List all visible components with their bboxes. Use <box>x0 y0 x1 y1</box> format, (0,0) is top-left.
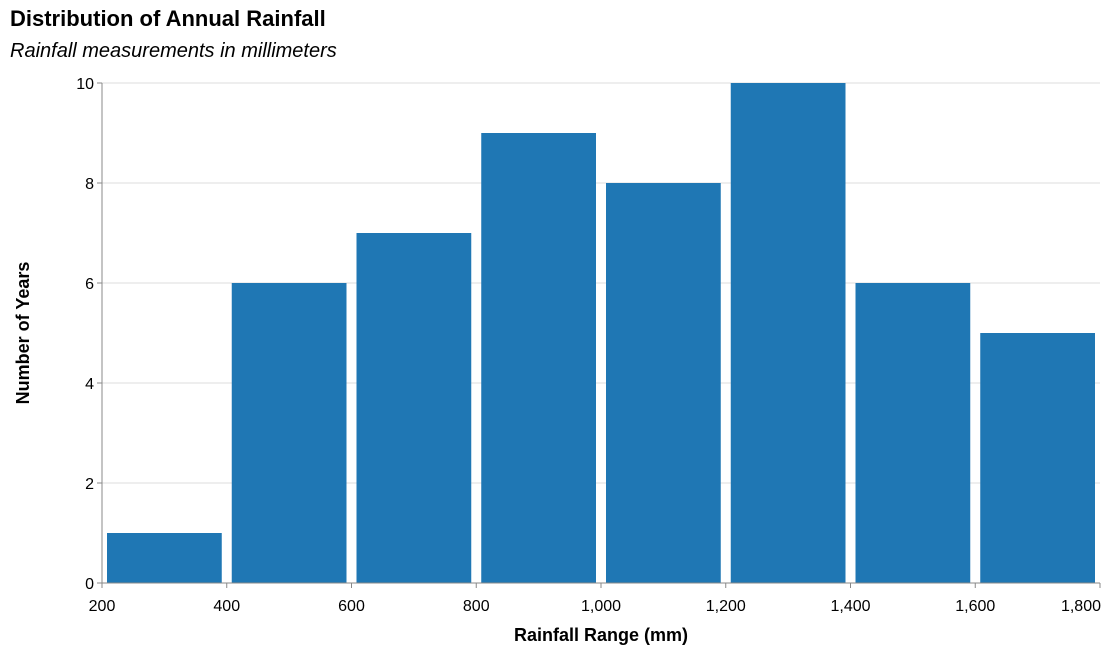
bar <box>855 283 971 583</box>
x-tick-label: 1,400 <box>830 598 870 615</box>
x-tick-label: 400 <box>213 598 240 615</box>
x-tick-label: 200 <box>89 598 116 615</box>
bars <box>107 83 1095 583</box>
x-tick-label: 600 <box>338 598 365 615</box>
x-tick-label: 1,200 <box>706 598 746 615</box>
y-axis-title: Number of Years <box>13 262 33 405</box>
bar <box>107 533 222 583</box>
bar <box>606 183 721 583</box>
y-tick-label: 0 <box>85 576 94 593</box>
y-tick-label: 4 <box>85 376 94 393</box>
y-tick-label: 6 <box>85 276 94 293</box>
bar <box>481 133 596 583</box>
bar <box>356 233 472 583</box>
x-tick-label: 1,800 <box>1061 598 1101 615</box>
y-tick-label: 10 <box>76 76 94 93</box>
x-tick-label: 1,000 <box>581 598 621 615</box>
x-tick-label: 800 <box>463 598 490 615</box>
bar <box>231 283 347 583</box>
x-tick-label: 1,600 <box>955 598 995 615</box>
chart-subtitle: Rainfall measurements in millimeters <box>10 40 337 62</box>
y-tick-label: 8 <box>85 176 94 193</box>
axes: 0 2 4 6 8 10 200 400 600 800 1,000 1,200 1,400 1,600 1… <box>76 76 1101 615</box>
bar <box>980 333 1095 583</box>
chart-title: Distribution of Annual Rainfall <box>10 6 326 31</box>
y-tick-label: 2 <box>85 476 94 493</box>
bar <box>730 83 846 583</box>
x-axis-title: Rainfall Range (mm) <box>514 625 688 645</box>
